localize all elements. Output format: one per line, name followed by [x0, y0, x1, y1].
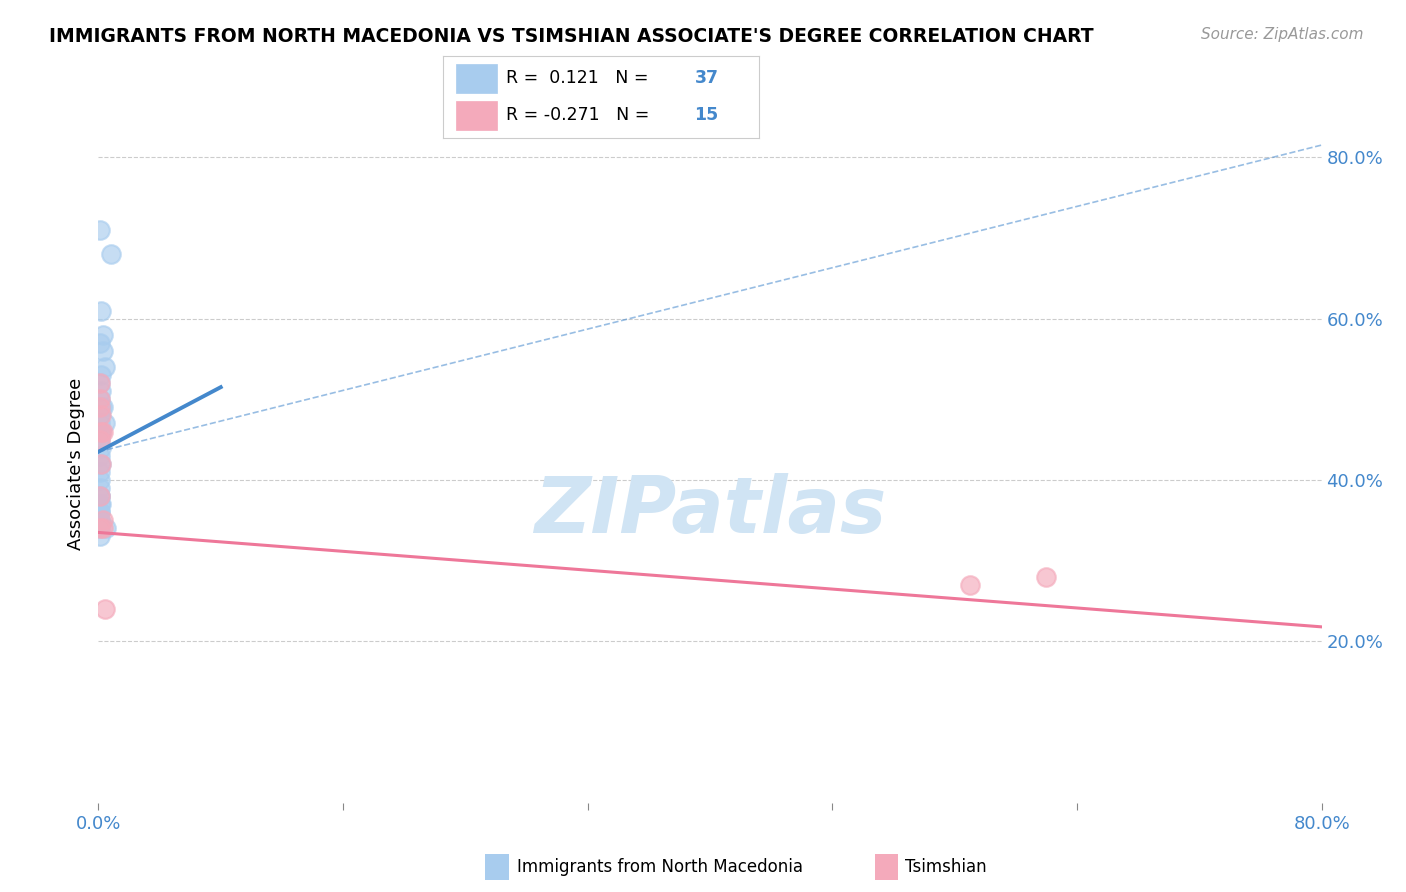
Point	[89, 505, 111, 519]
Point	[91, 327, 114, 342]
Point	[89, 513, 111, 527]
Point	[89, 449, 111, 463]
Point	[89, 425, 111, 439]
Point	[89, 505, 111, 519]
Point	[90, 425, 112, 439]
Text: 15: 15	[695, 106, 718, 124]
Point	[89, 376, 111, 391]
Point	[90, 425, 112, 439]
Text: Source: ZipAtlas.com: Source: ZipAtlas.com	[1201, 27, 1364, 42]
Point	[89, 489, 111, 503]
Point	[91, 425, 114, 439]
Point	[89, 392, 111, 407]
Point	[93, 359, 115, 374]
Text: R =  0.121   N =: R = 0.121 N =	[506, 70, 654, 87]
Point	[90, 457, 112, 471]
Text: ZIPatlas: ZIPatlas	[534, 474, 886, 549]
Text: R = -0.271   N =: R = -0.271 N =	[506, 106, 655, 124]
Point	[89, 465, 111, 479]
Point	[89, 481, 111, 495]
Point	[93, 417, 115, 431]
Point	[89, 513, 111, 527]
Point	[91, 343, 114, 358]
Point	[89, 392, 111, 407]
Point	[89, 489, 111, 503]
Point	[100, 247, 122, 261]
Point	[89, 401, 111, 415]
Point	[90, 384, 112, 399]
Point	[89, 521, 111, 535]
Text: Tsimshian: Tsimshian	[905, 858, 987, 876]
Point	[89, 457, 111, 471]
Point	[89, 521, 111, 535]
Point	[91, 401, 114, 415]
Text: IMMIGRANTS FROM NORTH MACEDONIA VS TSIMSHIAN ASSOCIATE'S DEGREE CORRELATION CHAR: IMMIGRANTS FROM NORTH MACEDONIA VS TSIMS…	[49, 27, 1094, 45]
Bar	[456, 63, 496, 93]
Text: Immigrants from North Macedonia: Immigrants from North Macedonia	[517, 858, 803, 876]
Point	[91, 513, 114, 527]
Point	[89, 529, 111, 543]
Point	[90, 368, 112, 382]
Point	[89, 417, 111, 431]
Point	[90, 441, 112, 455]
Point	[90, 303, 112, 318]
Point	[89, 497, 111, 511]
Y-axis label: Associate's Degree: Associate's Degree	[66, 377, 84, 550]
Point	[89, 376, 111, 391]
Point	[89, 409, 111, 423]
Point	[94, 521, 117, 535]
Point	[90, 401, 112, 415]
Point	[1035, 570, 1057, 584]
Point	[89, 473, 111, 487]
Point	[90, 457, 112, 471]
Point	[93, 602, 115, 616]
Point	[91, 521, 114, 535]
Point	[959, 578, 981, 592]
Point	[89, 223, 111, 237]
Point	[89, 335, 111, 350]
Point	[90, 409, 112, 423]
Point	[89, 433, 111, 447]
Point	[90, 497, 112, 511]
Point	[89, 433, 111, 447]
Point	[89, 489, 111, 503]
Text: 37: 37	[695, 70, 718, 87]
Bar	[456, 101, 496, 130]
